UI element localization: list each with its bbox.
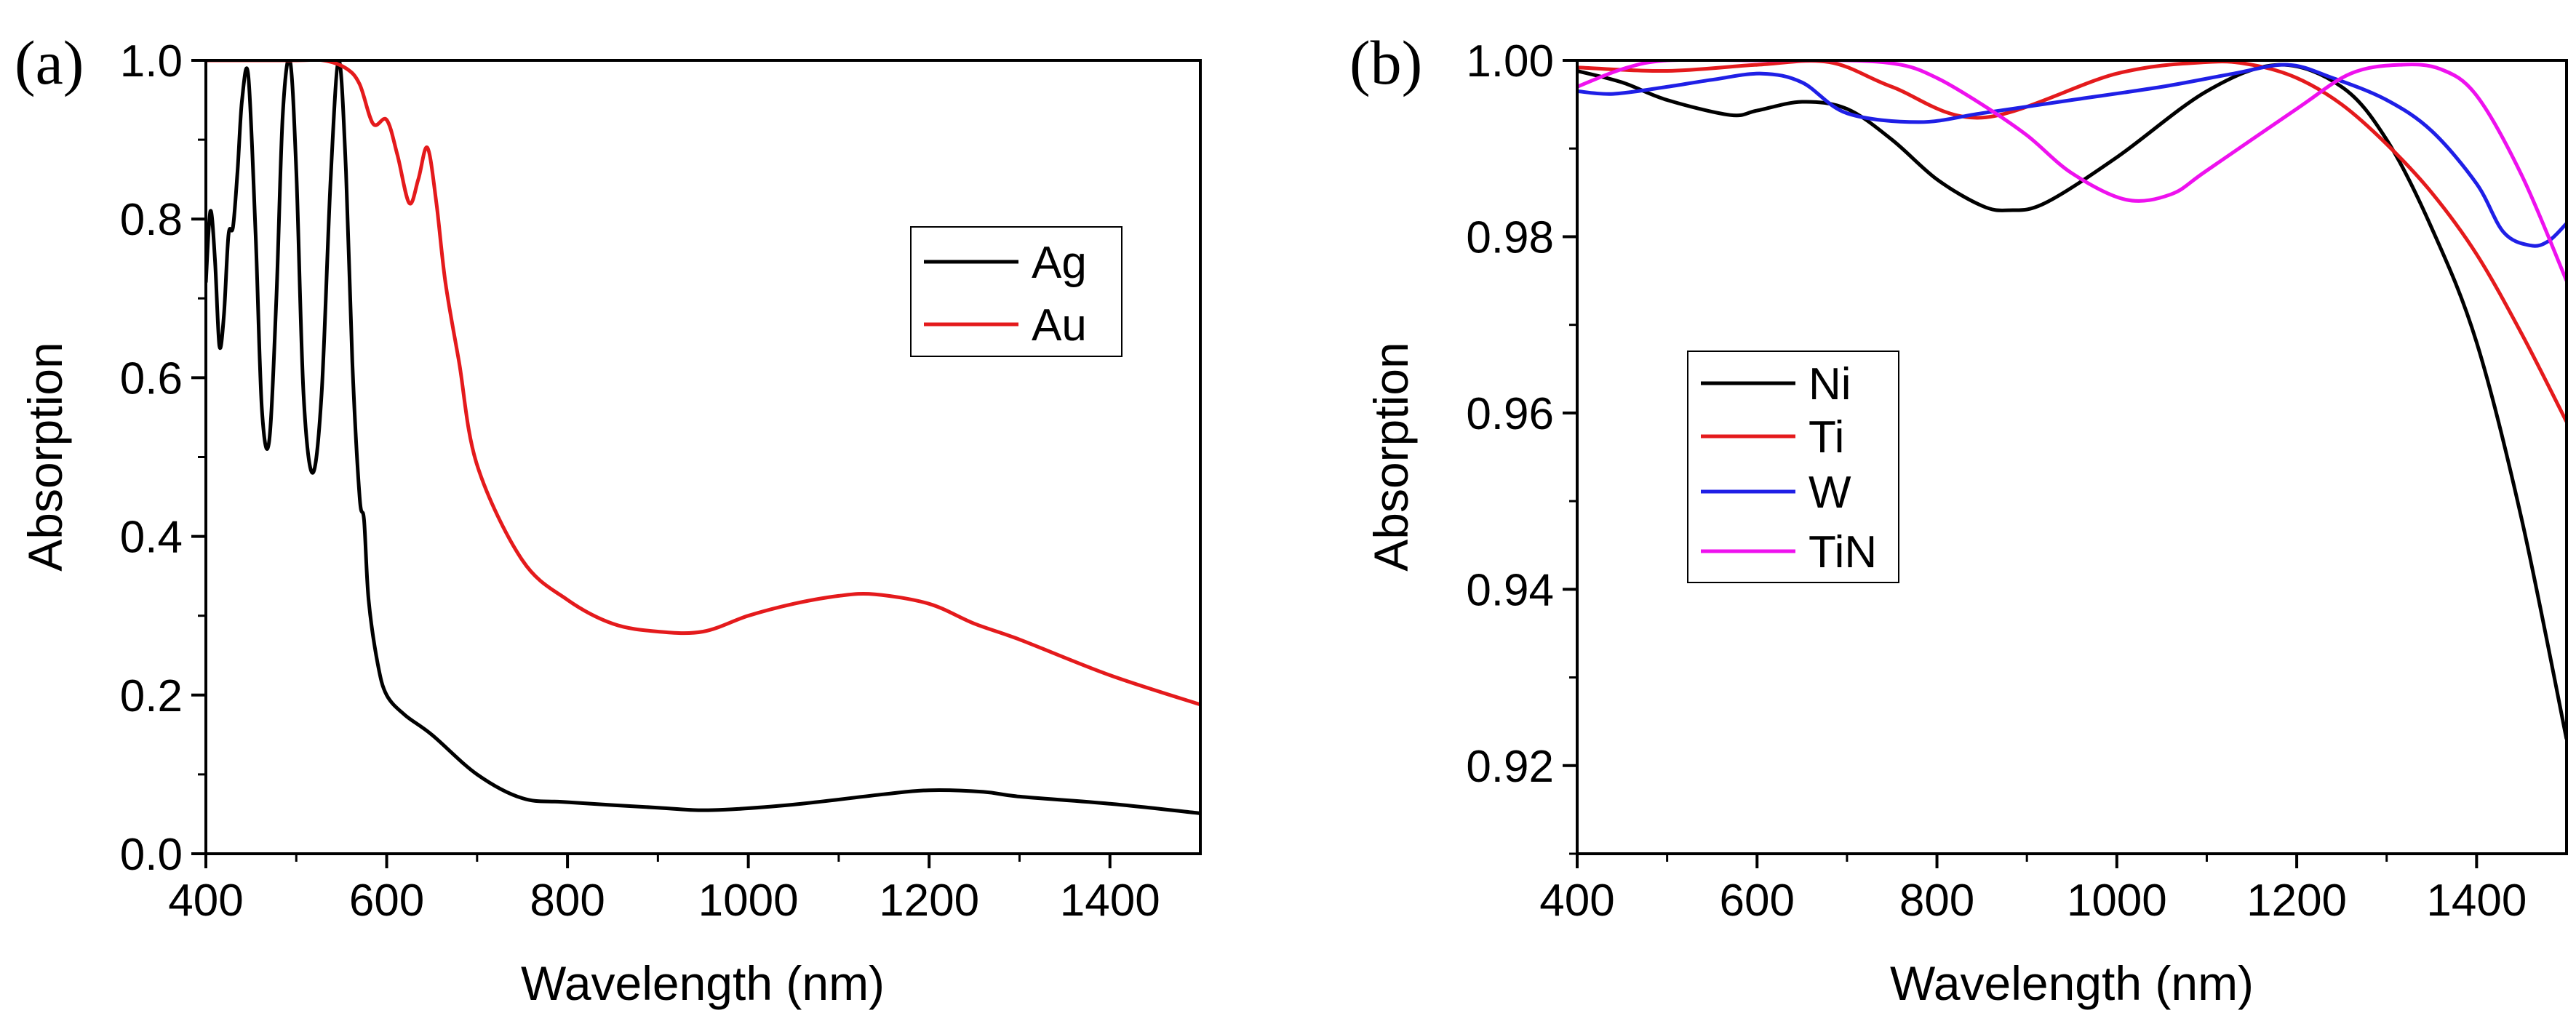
panel-label-b: (b): [1349, 28, 1422, 97]
panel-a-x-tick-label: 600: [349, 876, 424, 926]
panel-a-x-tick-label: 1400: [1060, 876, 1160, 926]
panel-b-y-tick-label: 0.92: [1466, 742, 1554, 792]
panel-a-y-tick-label: 0.6: [120, 353, 183, 404]
panel-a-series-line-ag: [206, 60, 1200, 815]
panel-b-y-tick-label: 0.98: [1466, 212, 1554, 263]
panel-a-legend-label-au: Au: [1032, 300, 1087, 351]
panel-label-a: (a): [15, 28, 84, 97]
panel-a-x-tick-label: 800: [530, 876, 605, 926]
panel-a-y-tick-label: 0.0: [120, 830, 183, 880]
panel-b-plot-area: [1577, 60, 2567, 740]
panel-b-x-tick-label: 600: [1720, 876, 1795, 926]
panel-a-ticks: 400 600 800 1000 1200 1400 0.0 0.2 0.4 0.6 0.8 1.0: [120, 36, 1160, 926]
panel-a-y-tick-label: 1.0: [120, 36, 183, 87]
panel-b-x-axis-title: Wavelength (nm): [1890, 956, 2254, 1010]
panel-a-series-line-au: [206, 60, 1200, 707]
panel-b-y-tick-label: 0.94: [1466, 565, 1554, 615]
panel-a-legend-box: [910, 226, 1122, 357]
panel-a-frame: [204, 59, 1202, 855]
panel-b-legend: Ni Ti W TiN: [1687, 351, 1899, 583]
panel-a-x-tick-label: 1200: [879, 876, 979, 926]
panel-a-x-tick-label: 400: [168, 876, 243, 926]
panel-b-y-axis-title: Absorption: [1364, 342, 1418, 572]
panel-b-series-line-tin: [1577, 60, 2567, 282]
panel-a-y-axis-title: Absorption: [18, 342, 72, 572]
panel-b-ticks: 400 600 800 1000 1200 1400 0.92 0.94 0.96 0.98 1.0…: [1466, 36, 2527, 926]
panel-a: (a) 400 600 800 1000 1200 1400 0.0 0.2 0.4 0.6 0.8…: [15, 28, 1202, 1010]
panel-a-legend: Ag Au: [910, 226, 1122, 357]
panel-b-y-tick-label: 1.00: [1466, 36, 1554, 87]
panel-b: (b) 400 600 800 1000 1200 1400 0.92 0.94 0.96 0.9…: [1349, 28, 2568, 1010]
panel-a-x-axis-title: Wavelength (nm): [521, 956, 885, 1010]
panel-a-y-tick-label: 0.8: [120, 195, 183, 245]
panel-b-legend-label-w: W: [1809, 468, 1851, 518]
panel-b-legend-label-ti: Ti: [1809, 412, 1844, 463]
panel-a-y-tick-label: 0.4: [120, 513, 183, 563]
panel-b-legend-box: [1687, 351, 1899, 583]
panel-b-series-line-ni: [1577, 63, 2567, 740]
panel-b-x-tick-label: 1000: [2067, 876, 2167, 926]
panel-b-x-tick-label: 1400: [2426, 876, 2527, 926]
panel-a-y-tick-label: 0.2: [120, 671, 183, 721]
panel-b-x-tick-label: 400: [1539, 876, 1614, 926]
panel-b-series-line-w: [1577, 63, 2567, 248]
panel-a-x-tick-label: 1000: [698, 876, 799, 926]
panel-b-frame: [1576, 59, 2568, 855]
panel-b-x-tick-label: 800: [1899, 876, 1974, 926]
panel-b-x-tick-label: 1200: [2246, 876, 2347, 926]
panel-a-plot-area: [206, 60, 1200, 815]
panel-a-legend-label-ag: Ag: [1032, 238, 1087, 288]
panel-b-legend-label-ni: Ni: [1809, 359, 1851, 409]
panel-b-legend-label-tin: TiN: [1809, 527, 1877, 577]
panel-b-y-tick-label: 0.96: [1466, 389, 1554, 439]
panel-b-series-line-ti: [1577, 60, 2567, 423]
